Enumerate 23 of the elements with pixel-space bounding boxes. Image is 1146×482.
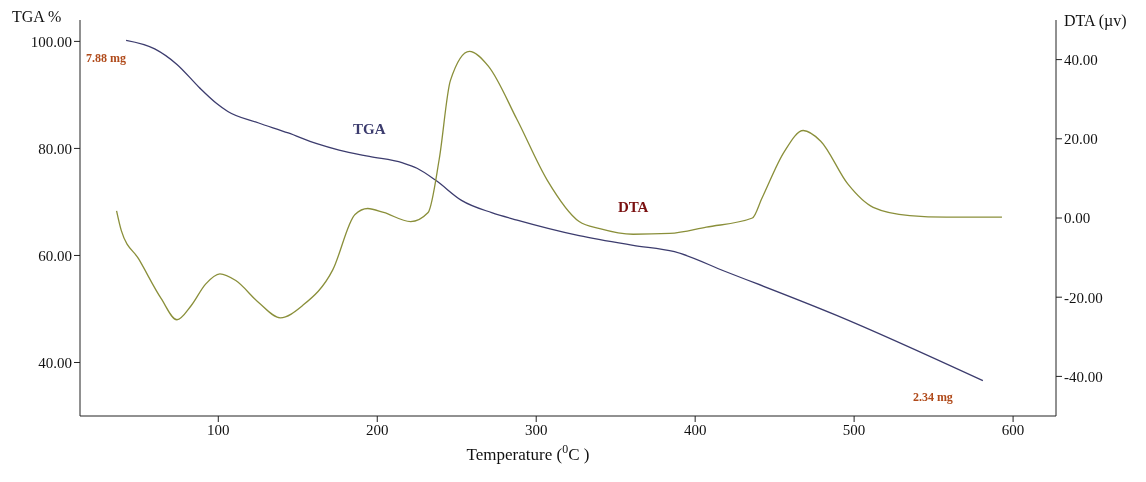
y-tick-label: 80.00	[38, 140, 72, 157]
series-label: DTA	[617, 199, 649, 216]
x-tick-label: 200	[366, 421, 389, 438]
y-axis-title: TGA %	[12, 8, 62, 25]
line-series	[125, 39, 984, 382]
series-label: TGA	[353, 121, 386, 138]
y2-tick-label: 20.00	[1064, 131, 1098, 148]
annotation: 7.88 mg	[86, 51, 127, 66]
y2-axis-title: DTA (µv)	[1064, 12, 1127, 30]
x-tick-label: 600	[1001, 421, 1025, 438]
x-tick-label: 300	[524, 421, 548, 438]
y2-tick-label: 0.00	[1064, 210, 1091, 227]
x-tick-label: 400	[683, 421, 707, 438]
y-tick-label: 100.00	[30, 33, 72, 50]
x-axis-title: Temperature ($^{0}$C )	[466, 442, 590, 464]
y2-tick-label: -40.00	[1064, 368, 1103, 385]
y-tick-label: 60.00	[38, 247, 72, 264]
y-tick-label: 40.00	[38, 354, 72, 371]
y2-tick-label: -20.00	[1064, 289, 1103, 306]
y2-tick-label: 40.00	[1064, 51, 1098, 68]
annotation: 2.34 mg	[912, 389, 953, 404]
x-tick-label: 100	[207, 421, 230, 438]
x-tick-label: 500	[842, 421, 866, 438]
